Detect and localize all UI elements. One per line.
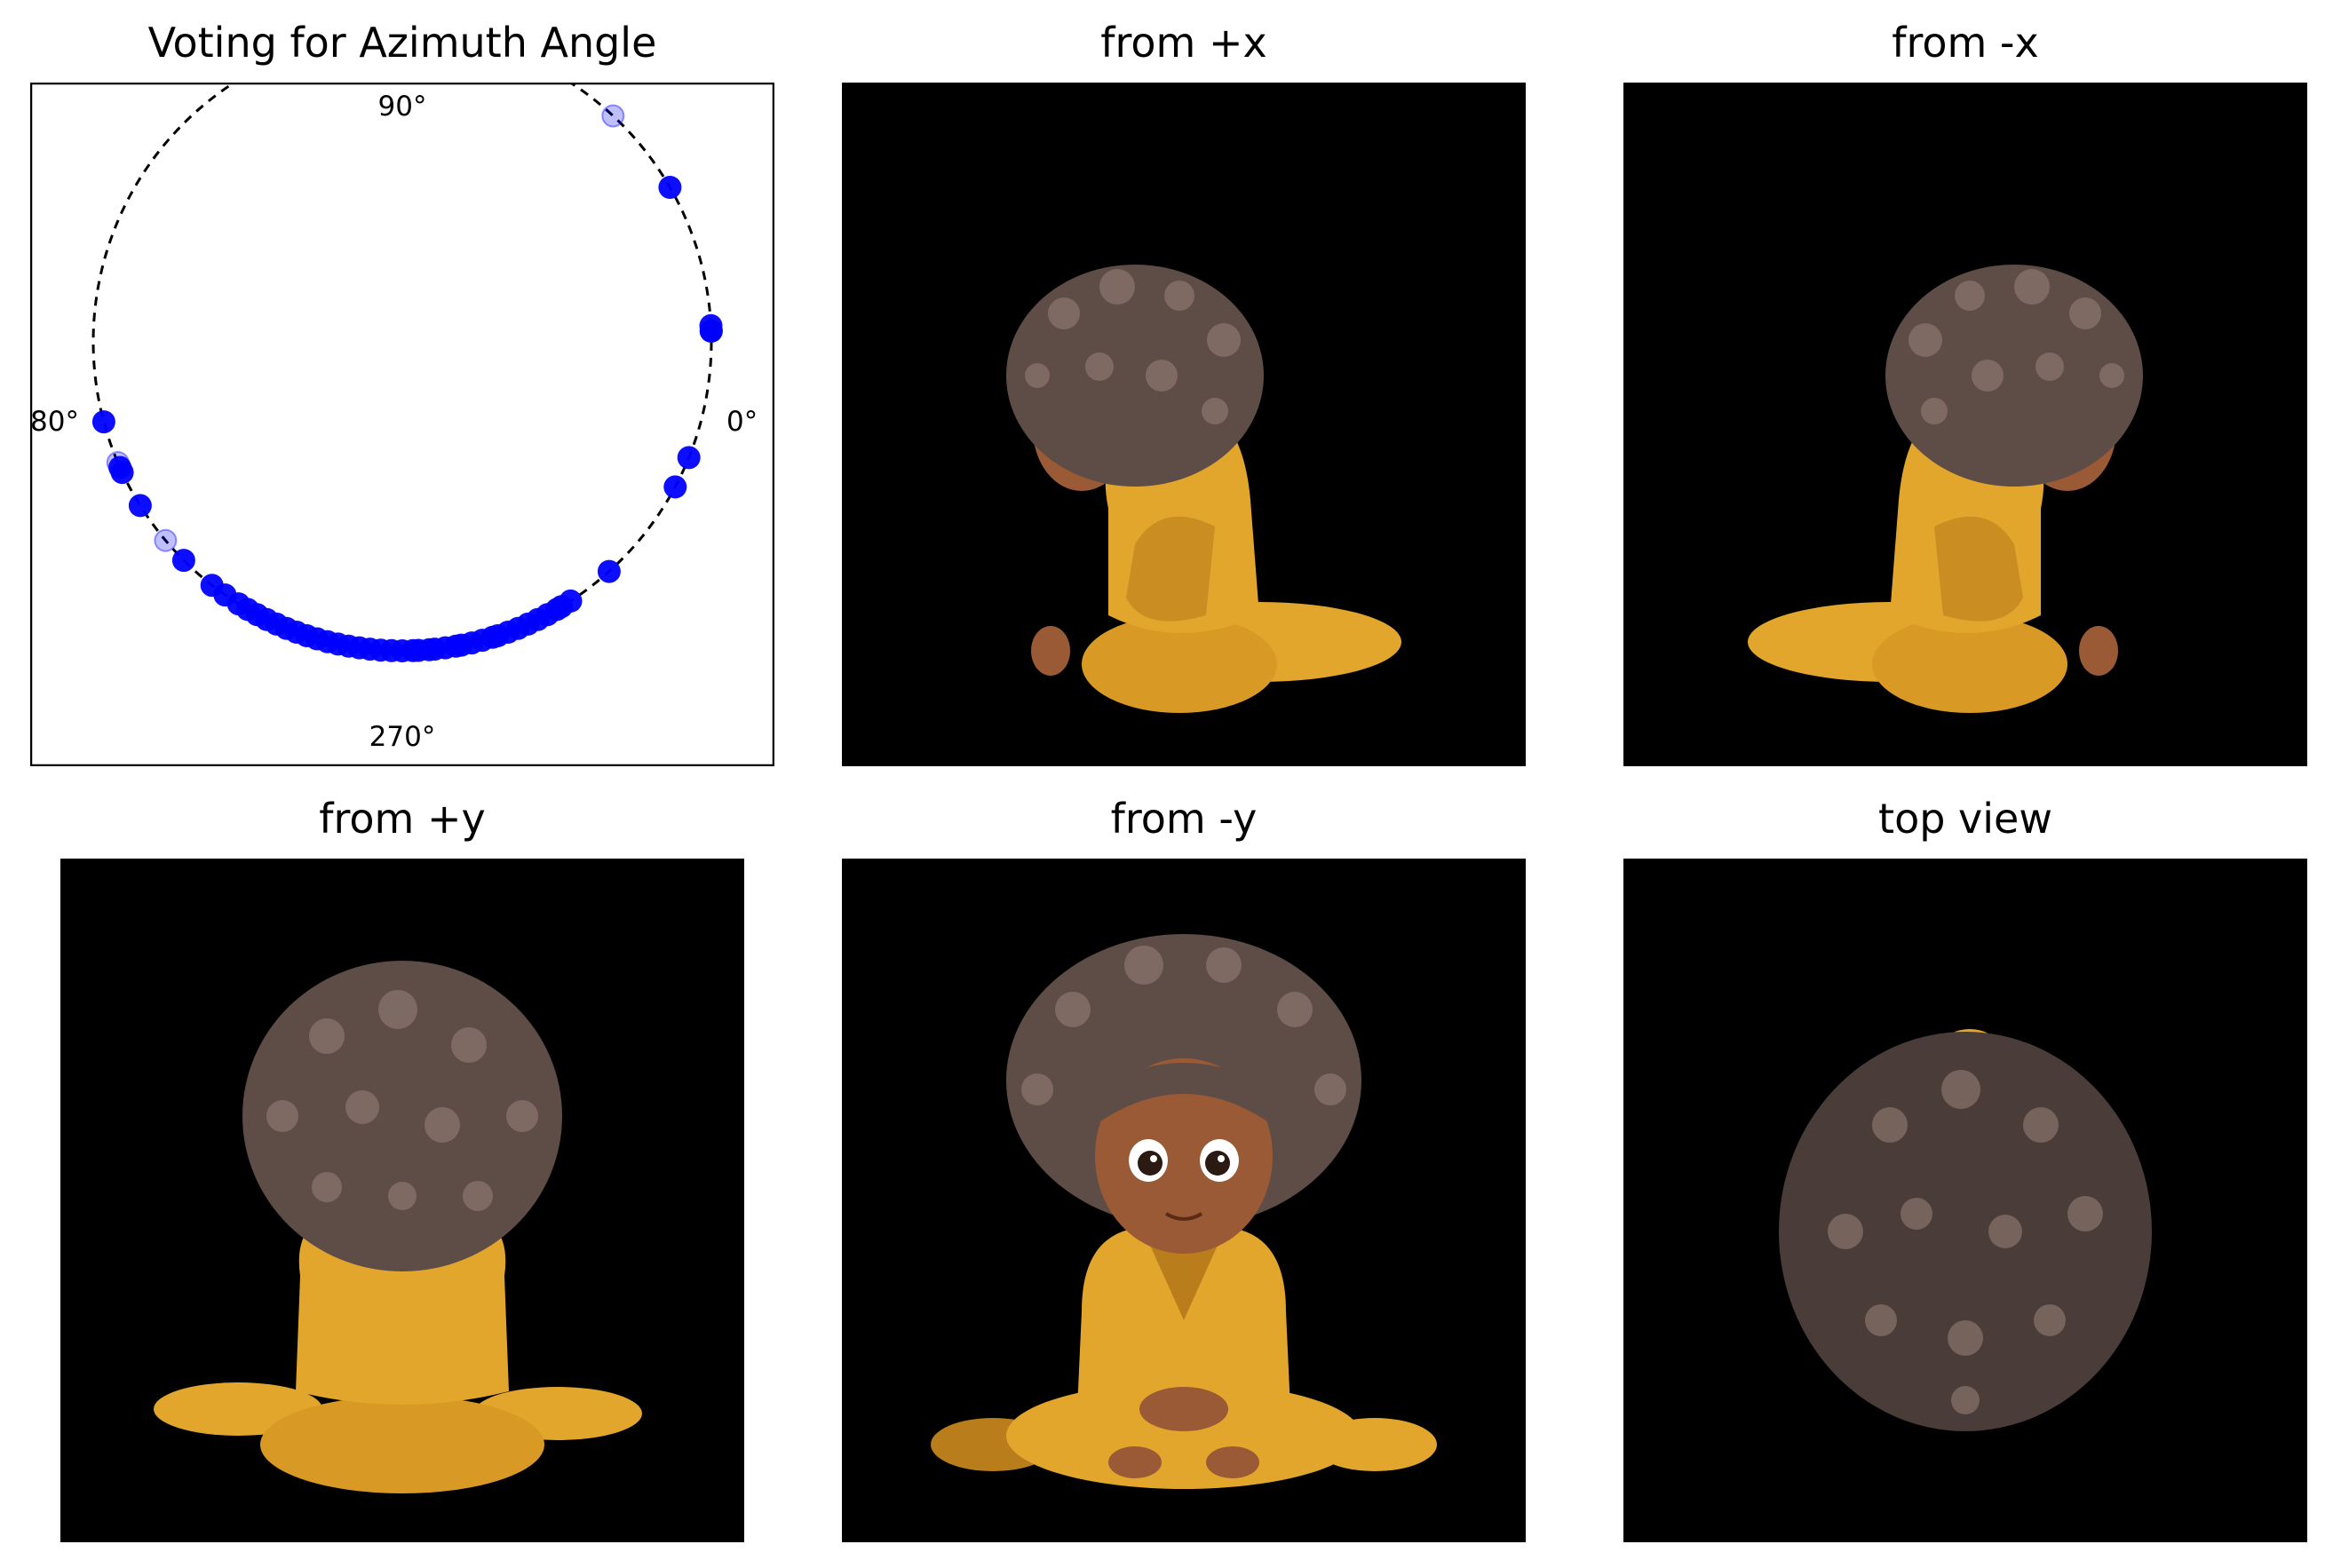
figure-back	[154, 961, 642, 1493]
vote-point	[699, 313, 723, 337]
figure-side-left	[1006, 265, 1401, 713]
figure-top	[1779, 1029, 2152, 1431]
vote-point	[91, 410, 115, 434]
figure-front	[931, 934, 1437, 1489]
vote-point	[677, 446, 701, 470]
azimuth-chart-title: Voting for Azimuth Angle	[147, 19, 657, 67]
minus-y-render	[842, 859, 1526, 1542]
minus-x-title: from -x	[1892, 19, 2039, 67]
tick-label-180: 180°	[30, 406, 79, 438]
vote-point	[128, 494, 152, 518]
vote-point	[658, 176, 682, 199]
vote-point	[663, 475, 687, 499]
tick-label-270: 270°	[369, 721, 436, 753]
vote-point	[108, 455, 132, 479]
vote-point-faint	[601, 104, 625, 128]
vote-point	[597, 559, 621, 583]
plus-x-render	[842, 83, 1526, 766]
tick-label-0: 0°	[726, 406, 758, 438]
minus-y-title: from -y	[1110, 795, 1258, 843]
figure-side-right	[1748, 265, 2143, 713]
top-view-title: top view	[1878, 795, 2052, 843]
tick-label-90: 90°	[378, 91, 427, 123]
top-view-render	[1623, 859, 2307, 1542]
vote-point-faint	[154, 528, 178, 552]
plus-y-title: from +y	[319, 795, 486, 843]
plus-y-render	[60, 859, 744, 1542]
vote-points	[91, 104, 723, 662]
plus-x-title: from +x	[1100, 19, 1267, 67]
azimuth-polar-chart: 90° 0° 180° 270°	[30, 83, 774, 766]
minus-x-render	[1623, 83, 2307, 766]
vote-point	[171, 549, 195, 573]
vote-point	[200, 574, 224, 598]
